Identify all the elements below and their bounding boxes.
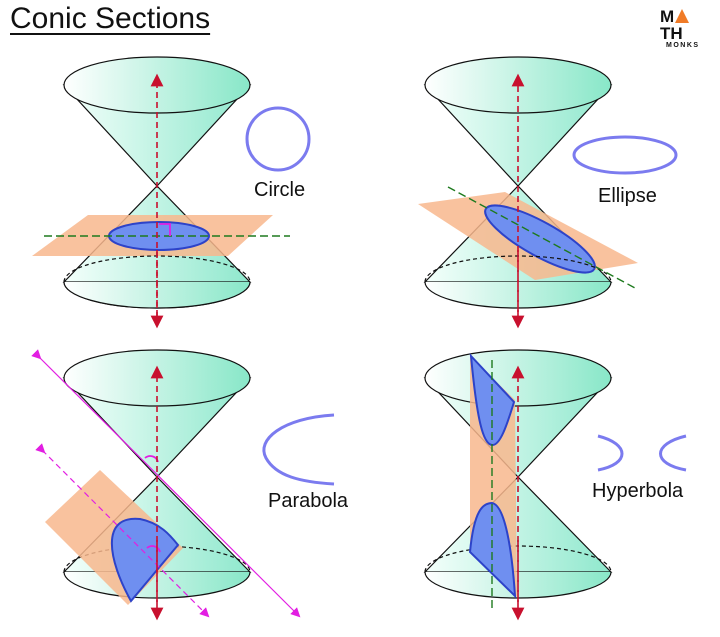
parabola-label: Parabola [268, 490, 349, 512]
logo-wordmark: MTH [660, 8, 712, 42]
hyperbola-label: Hyperbola [592, 480, 684, 502]
brand-logo: MTH MONKS [660, 8, 712, 49]
logo-triangle-icon [675, 9, 690, 23]
circle-panel: Circle [32, 56, 311, 329]
slant-guide-inner [35, 443, 210, 618]
hyperbola-shape-right [659, 434, 687, 472]
ellipse-panel: Ellipse [418, 56, 678, 329]
hyperbola-lower-branch [468, 501, 517, 599]
hyperbola-shape-left [597, 434, 624, 472]
parabola-panel: Parabola [31, 349, 349, 621]
circle-label: Circle [254, 179, 305, 201]
ellipse-label: Ellipse [598, 185, 657, 207]
parabola-shape [262, 413, 335, 486]
ellipse-shape [572, 135, 678, 175]
logo-subtext: MONKS [666, 42, 700, 49]
circle-shape [245, 106, 311, 172]
page-title: Conic Sections [10, 2, 211, 35]
hyperbola-panel: Hyperbola [423, 349, 687, 621]
